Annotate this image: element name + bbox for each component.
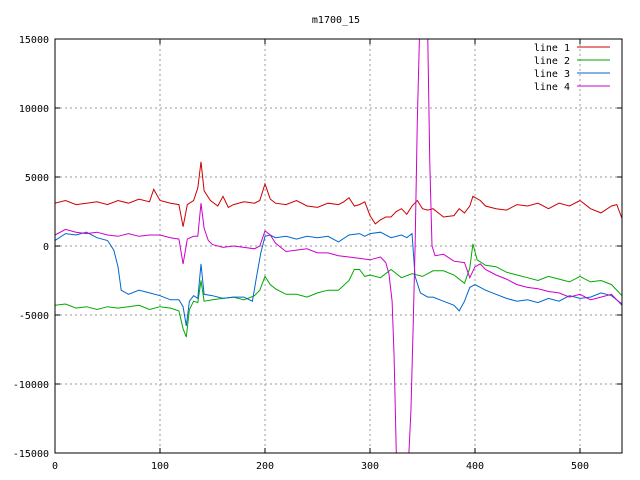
y-tick-label: -10000	[13, 380, 49, 391]
legend: line 1 line 2 line 3 line 4	[534, 43, 610, 93]
plot-area	[55, 39, 622, 453]
series-line-2	[55, 243, 622, 338]
x-tick-label: 100	[151, 461, 169, 472]
y-tick-label: -5000	[19, 311, 49, 322]
series-line-3	[55, 231, 622, 327]
plot-frame	[54, 38, 623, 454]
legend-label: line 4	[534, 82, 570, 93]
chart-title: m1700_15	[312, 15, 360, 26]
grid	[55, 39, 622, 453]
axes: 0 100 200 300 400 500 -15000 -10000 -5000 0 5000 10…	[13, 35, 622, 472]
series-line-4	[55, 39, 622, 453]
x-tick-label: 500	[571, 461, 589, 472]
x-tick-label: 0	[52, 461, 58, 472]
x-tick-label: 300	[361, 461, 379, 472]
y-tick-label: 5000	[25, 173, 49, 184]
series-line-1	[55, 161, 622, 227]
x-tick-label: 400	[466, 461, 484, 472]
y-tick-label: 15000	[19, 35, 49, 46]
legend-label: line 2	[534, 56, 570, 67]
y-tick-label: 0	[43, 242, 49, 253]
y-tick-label: 10000	[19, 104, 49, 115]
legend-label: line 3	[534, 69, 570, 80]
y-tick-label: -15000	[13, 449, 49, 460]
x-tick-label: 200	[256, 461, 274, 472]
legend-label: line 1	[534, 43, 570, 54]
